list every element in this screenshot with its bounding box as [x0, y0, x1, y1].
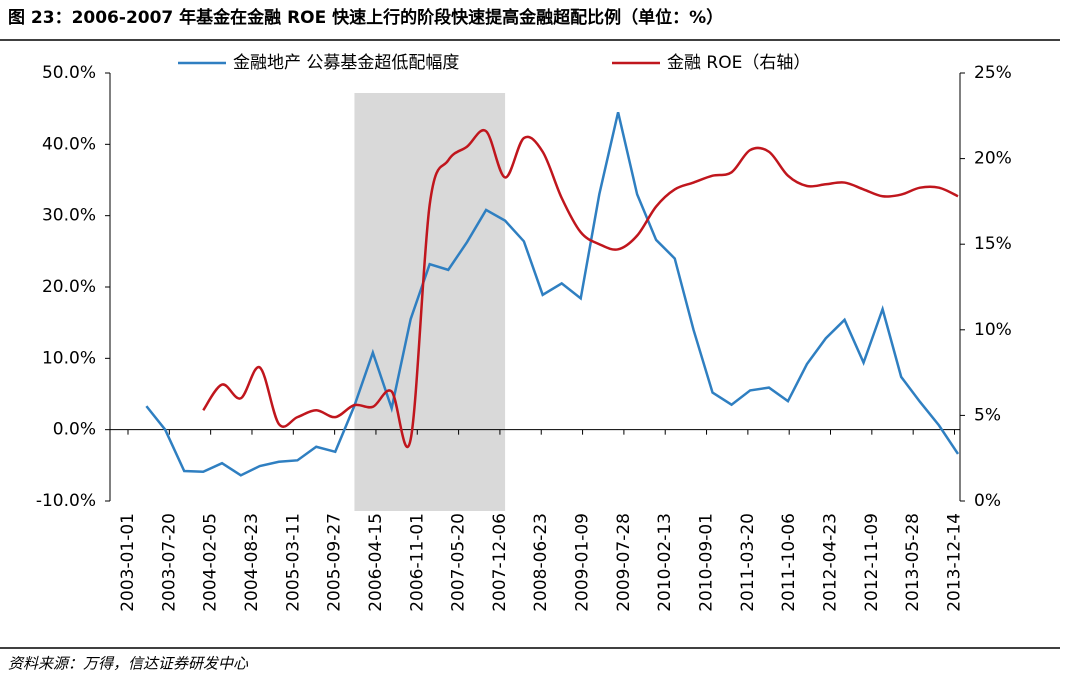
- y-tick-label: 0.0%: [53, 420, 96, 440]
- x-tick-label: 2003-07-20: [159, 513, 179, 612]
- shaded-period: [354, 93, 506, 511]
- x-tick-label: 2006-11-01: [407, 513, 427, 612]
- y-tick-label: 30.0%: [42, 206, 96, 226]
- y2-tick-label: 15%: [974, 234, 1012, 254]
- x-tick-label: 2008-06-23: [531, 513, 551, 612]
- x-tick-label: 2005-03-11: [283, 513, 303, 612]
- x-tick-label: 2010-09-01: [697, 513, 717, 612]
- y-tick-label: 20.0%: [42, 277, 96, 297]
- series-line: [202, 128, 959, 449]
- y2-tick-label: 0%: [974, 491, 1001, 511]
- x-tick-label: 2011-03-20: [738, 513, 758, 612]
- y2-tick-label: 10%: [974, 320, 1012, 340]
- y-tick-label: 50.0%: [42, 63, 96, 83]
- x-tick-label: 2009-07-28: [614, 513, 634, 612]
- x-tick-label: 2012-04-23: [821, 513, 841, 612]
- x-tick-label: 2004-08-23: [242, 513, 262, 612]
- y-tick-label: 10.0%: [42, 348, 96, 368]
- source-note: 资料来源：万得，信达证券研发中心: [8, 655, 249, 673]
- x-tick-label: 2009-01-09: [573, 513, 593, 612]
- series-line: [145, 111, 960, 477]
- x-tick-label: 2007-12-06: [490, 513, 510, 612]
- x-tick-label: 2006-04-15: [366, 513, 386, 612]
- x-tick-label: 2007-05-20: [449, 513, 469, 612]
- y2-tick-label: 25%: [974, 63, 1012, 83]
- x-tick-label: 2013-05-28: [903, 513, 923, 612]
- legend-label: 金融地产 公募基金超低配幅度: [233, 53, 459, 73]
- x-tick-label: 2012-11-09: [862, 513, 882, 612]
- x-tick-label: 2013-12-14: [944, 513, 964, 612]
- y2-tick-label: 20%: [974, 149, 1012, 169]
- y2-tick-label: 5%: [974, 405, 1001, 425]
- x-tick-label: 2011-10-06: [779, 513, 799, 612]
- y-tick-label: -10.0%: [36, 491, 96, 511]
- x-tick-label: 2005-09-27: [325, 513, 345, 612]
- legend-label: 金融 ROE（右轴）: [667, 53, 810, 73]
- x-tick-label: 2003-01-01: [118, 513, 138, 612]
- x-tick-label: 2010-02-13: [655, 513, 675, 612]
- y-tick-label: 40.0%: [42, 134, 96, 154]
- x-tick-label: 2004-02-05: [201, 513, 221, 612]
- chart-title: 图 23：2006-2007 年基金在金融 ROE 快速上行的阶段快速提高金融超…: [8, 7, 723, 28]
